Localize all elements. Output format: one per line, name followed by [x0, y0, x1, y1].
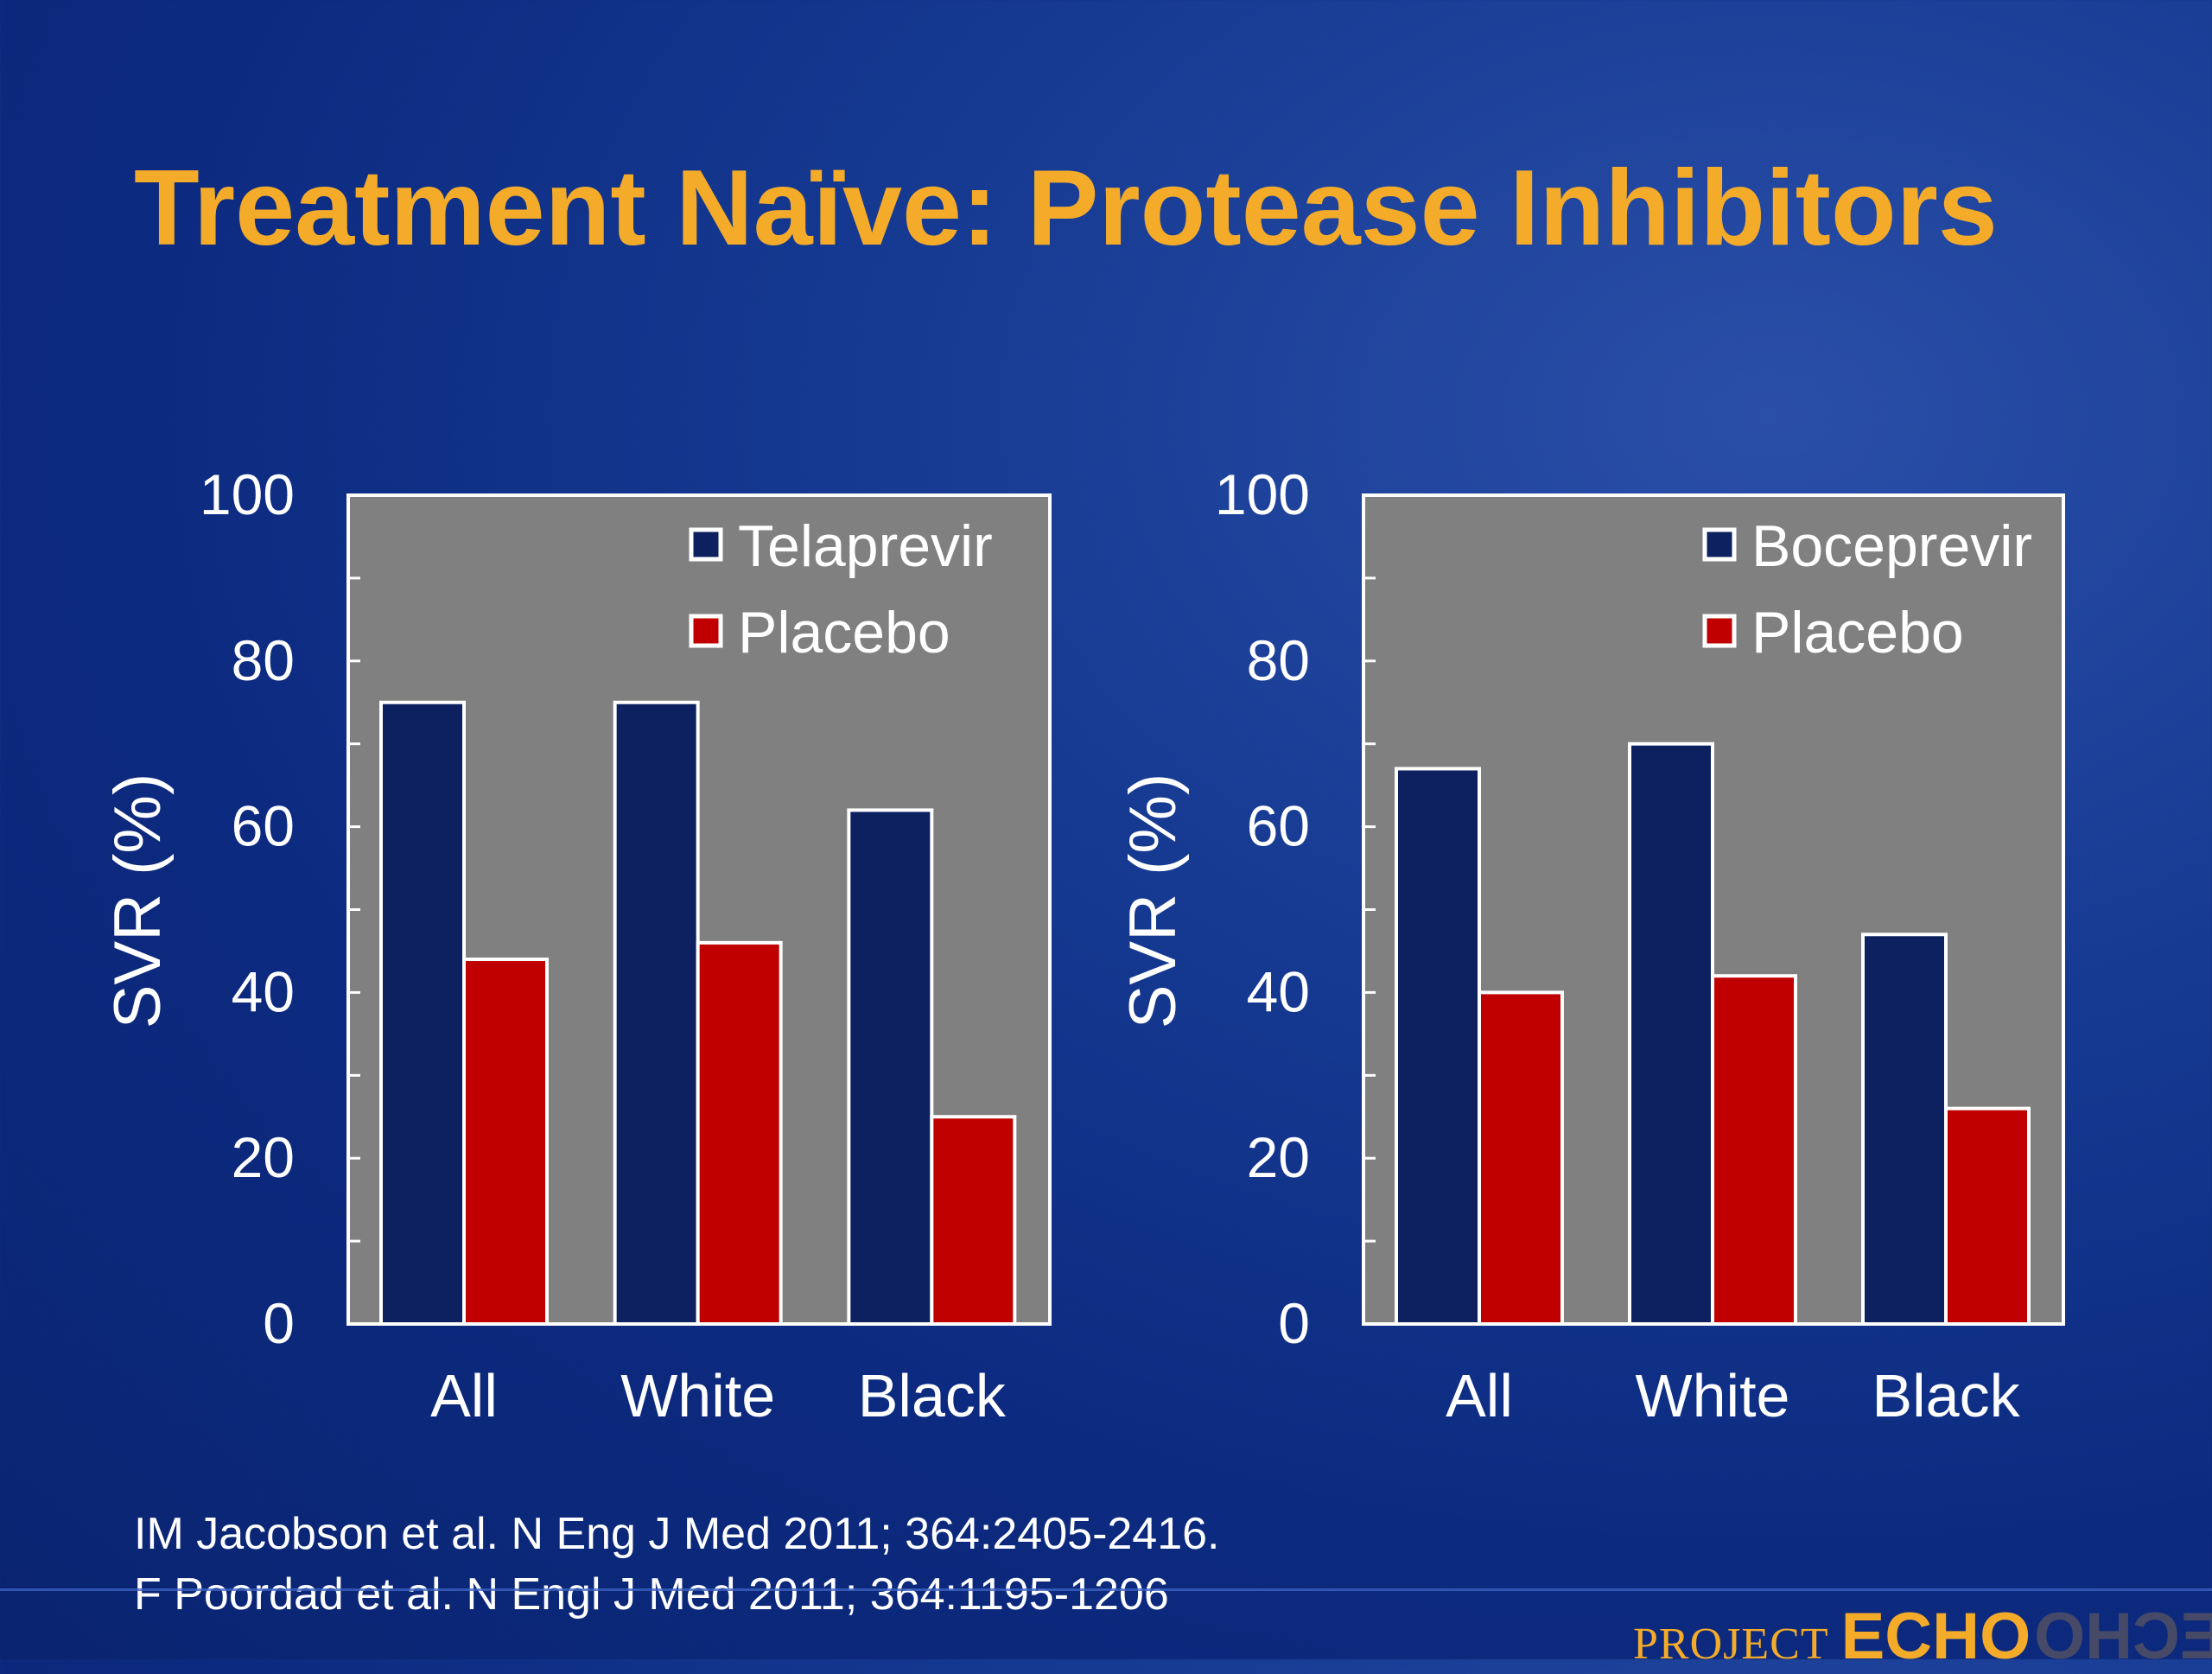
chart-2-legend-swatch-boceprevir: [1702, 527, 1737, 562]
references: IM Jacobson et al. N Eng J Med 2011; 364…: [134, 1504, 1220, 1625]
chart-2-legend-label-boceprevir: Boceprevir: [1751, 513, 2032, 579]
chart-1-y-tick-label: 100: [200, 462, 295, 526]
chart-1-legend-label-placebo: Placebo: [738, 600, 950, 665]
chart-2-x-tick-label: White: [1636, 1362, 1790, 1429]
chart-2-y-tick-label: 60: [1247, 794, 1310, 858]
chart-2-y-tick-label: 40: [1247, 959, 1310, 1023]
chart-1-y-tick-label: 80: [232, 628, 295, 692]
chart-1-bar-telaprevir-black: [847, 808, 934, 1326]
chart-1-y-tick-label: 20: [232, 1125, 295, 1189]
chart-2-y-tick-label: 0: [1278, 1291, 1310, 1355]
chart-2-y-tick-label: 100: [1215, 462, 1310, 526]
chart-2-bar-boceprevir-black: [1861, 932, 1948, 1327]
project-echo-logo: PROJECT ECHOECHO: [1633, 1599, 2212, 1674]
chart-1-legend-swatch-placebo: [689, 614, 723, 648]
chart-1-x-tick-label: Black: [858, 1362, 1007, 1429]
chart-1-legend-swatch-telaprevir: [689, 527, 723, 562]
chart-2-bar-placebo-white: [1711, 974, 1797, 1326]
chart-2-bar-boceprevir-white: [1628, 742, 1714, 1326]
chart-1-legend-label-telaprevir: Telaprevir: [738, 513, 993, 579]
chart-2-bar-placebo-black: [1944, 1106, 2031, 1327]
chart-1-y-axis-title: SVR (%): [101, 773, 175, 1029]
chart-2-bar-boceprevir-all: [1395, 767, 1481, 1326]
footer-divider: [0, 1588, 2212, 1591]
reference-2: F Poordad et al. N Engl J Med 2011; 364:…: [134, 1569, 1169, 1620]
chart-2-legend-label-placebo: Placebo: [1751, 600, 1964, 665]
chart-1-y-tick-label: 0: [263, 1291, 295, 1355]
chart-1-bar-telaprevir-white: [613, 700, 700, 1326]
chart-1-bar-placebo-all: [462, 958, 549, 1327]
chart-2-x-tick-label: Black: [1872, 1362, 2020, 1429]
chart-1-bar-placebo-white: [696, 940, 783, 1326]
chart-2-bar-placebo-all: [1478, 990, 1564, 1327]
chart-1-x-tick-label: White: [620, 1362, 775, 1429]
chart-2-legend-swatch-placebo: [1702, 614, 1737, 648]
logo-project-text: PROJECT: [1633, 1620, 1829, 1669]
chart-1-y-tick-label: 40: [232, 959, 295, 1023]
chart-2-y-tick-label: 80: [1247, 628, 1310, 692]
logo-echo-text: ECHO: [1840, 1600, 2031, 1673]
logo-echo-mirror: ECHO: [2034, 1600, 2212, 1673]
reference-1: IM Jacobson et al. N Eng J Med 2011; 364…: [134, 1509, 1220, 1559]
chart-1-x-tick-label: All: [430, 1362, 498, 1429]
chart-2-y-tick-label: 20: [1247, 1125, 1310, 1189]
chart-1-bar-placebo-black: [930, 1115, 1017, 1326]
chart-2-x-tick-label: All: [1446, 1362, 1513, 1429]
chart-2-y-axis-title: SVR (%): [1116, 773, 1190, 1029]
chart-1-y-tick-label: 60: [232, 794, 295, 858]
slide-title: Treatment Naïve: Protease Inhibitors: [134, 149, 1998, 268]
chart-1-bar-telaprevir-all: [379, 700, 466, 1326]
